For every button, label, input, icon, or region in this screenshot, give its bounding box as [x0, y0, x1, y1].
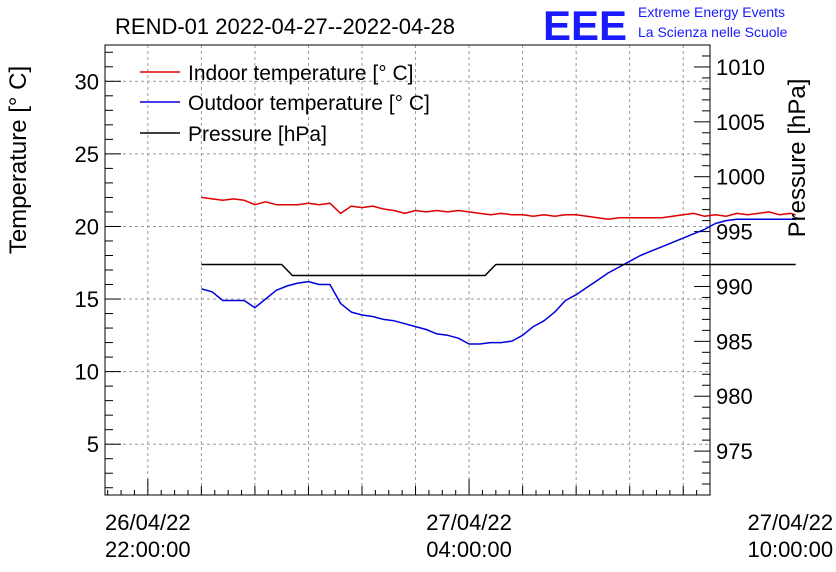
y2-tick-label: 980 — [716, 384, 753, 409]
y2-tick-label: 1000 — [716, 165, 765, 190]
y-tick-label: 20 — [75, 214, 99, 239]
eee-logo-mark: EEE — [543, 2, 627, 49]
x-tick-label-date: 27/04/22 — [747, 510, 833, 535]
y-axis-label: Temperature [° C] — [5, 66, 32, 254]
series-line-outdoor-temperature — [201, 218, 796, 345]
y-tick-label: 10 — [75, 360, 99, 385]
x-tick-label-date: 26/04/22 — [105, 510, 191, 535]
axis-ticks — [105, 44, 711, 496]
y2-tick-label: 990 — [716, 274, 753, 299]
chart-title: REND-01 2022-04-27--2022-04-28 — [115, 14, 455, 39]
right-axis-tick-labels: 975 980 985 990 995 1000 1005 1010 — [716, 55, 765, 464]
x-tick-label-date: 27/04/22 — [426, 510, 512, 535]
y2-tick-label: 995 — [716, 220, 753, 245]
grid — [105, 45, 710, 495]
y2-tick-label: 975 — [716, 439, 753, 464]
left-axis-tick-labels: 5 10 15 20 25 30 — [75, 69, 99, 457]
eee-logo-line2: La Scienza nelle Scuole — [638, 24, 788, 40]
y2-tick-label: 985 — [716, 329, 753, 354]
legend-label-outdoor: Outdoor temperature [° C] — [188, 92, 430, 115]
series — [201, 196, 796, 345]
legend-label-indoor: Indoor temperature [° C] — [188, 62, 414, 85]
y-tick-label: 25 — [75, 142, 99, 167]
eee-logo-line1: Extreme Energy Events — [638, 4, 785, 20]
legend: Indoor temperature [° C] Outdoor tempera… — [140, 62, 430, 146]
y-tick-label: 30 — [75, 69, 99, 94]
x-tick-label-time: 10:00:00 — [747, 537, 833, 562]
series-line-indoor-temperature — [201, 196, 796, 220]
y-tick-label: 15 — [75, 287, 99, 312]
x-tick-label-time: 04:00:00 — [426, 537, 512, 562]
y2-tick-label: 1005 — [716, 110, 765, 135]
y-tick-label: 5 — [87, 432, 99, 457]
x-axis-tick-labels: 26/04/2222:00:0027/04/2204:00:0027/04/22… — [105, 510, 833, 562]
y2-axis-label: Pressure [hPa] — [784, 79, 811, 238]
series-line-pressure — [201, 263, 796, 277]
eee-logo: EEE Extreme Energy Events La Scienza nel… — [543, 2, 788, 49]
y2-tick-label: 1010 — [716, 55, 765, 80]
x-tick-label-time: 22:00:00 — [105, 537, 191, 562]
legend-label-pressure: Pressure [hPa] — [188, 123, 327, 146]
